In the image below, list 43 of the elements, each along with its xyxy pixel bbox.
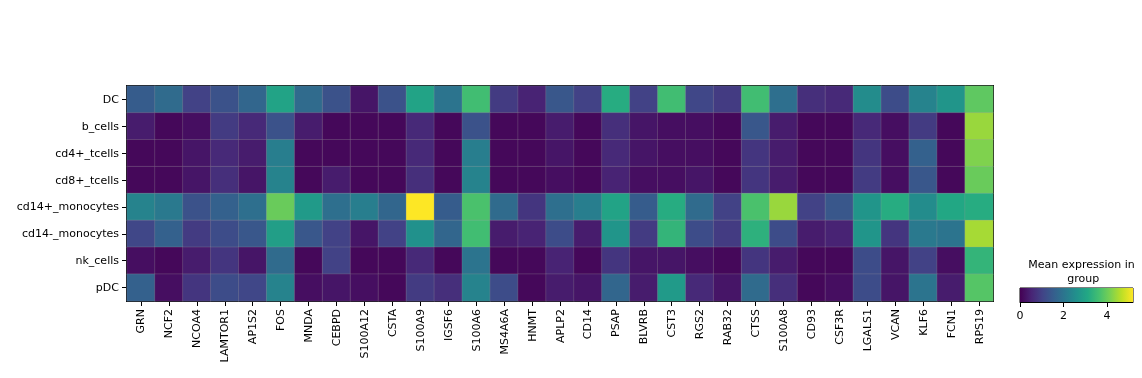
- x-tick-label: LAMTOR1: [218, 309, 232, 363]
- x-tick-label: FOS: [274, 308, 288, 331]
- x-tick-label: NCF2: [162, 309, 176, 339]
- x-tick-label: RAB32: [721, 309, 735, 346]
- x-tick-label: CD14: [581, 309, 595, 340]
- y-tick-label: cd4+_tcells: [55, 146, 120, 160]
- color-bar-label: 0: [1016, 309, 1024, 322]
- y-tick-label: cd8+_tcells: [55, 173, 120, 187]
- x-tick-label: CTSS: [749, 308, 763, 338]
- color-bar-label: 4: [1103, 309, 1111, 322]
- x-tick-label: CSF3R: [832, 308, 846, 345]
- x-tick-label: CSTA: [385, 308, 399, 338]
- x-tick-label: CD93: [804, 309, 818, 340]
- x-tick-label: FCN1: [944, 309, 958, 339]
- x-tick-label: NCOA4: [190, 309, 204, 348]
- color-bar-label: 2: [1059, 309, 1067, 322]
- x-tick-label: S100A12: [357, 309, 371, 359]
- y-tick-label: nk_cells: [75, 254, 120, 268]
- x-tick-label: VCAN: [888, 309, 902, 340]
- x-tick-label: LGALS1: [860, 309, 874, 352]
- x-tick-label: AP1S2: [246, 309, 260, 345]
- y-tick-label: b_cells: [81, 119, 120, 133]
- y-tick-label: cd14-_monocytes: [21, 227, 120, 241]
- x-tick-label: GRN: [134, 309, 148, 334]
- y-tick-label: pDC: [95, 281, 120, 295]
- x-tick-label: S100A9: [413, 309, 427, 352]
- x-tick-label: PSAP: [609, 308, 623, 337]
- x-tick-label: S100A8: [776, 309, 790, 352]
- x-tick-label: HNMT: [525, 308, 539, 342]
- x-tick-label: MNDA: [302, 308, 316, 343]
- x-tick-label: RGS2: [693, 309, 707, 340]
- x-tick-label: BLVRB: [637, 309, 651, 345]
- y-tick-label: DC: [102, 92, 120, 106]
- x-tick-label: APLP2: [553, 309, 567, 343]
- x-tick-label: MS4A6A: [497, 308, 511, 355]
- x-tick-label: S100A6: [469, 309, 483, 352]
- color-bar-title: Mean expression in group: [1028, 257, 1135, 285]
- x-tick-label: IGSF6: [441, 309, 455, 342]
- x-tick-label: CEBPD: [330, 309, 344, 347]
- x-tick-label: KLF6: [916, 309, 930, 336]
- y-tick-label: cd14+_monocytes: [16, 200, 120, 214]
- x-tick-label: CST3: [665, 309, 679, 338]
- x-tick-label: RPS19: [972, 309, 986, 345]
